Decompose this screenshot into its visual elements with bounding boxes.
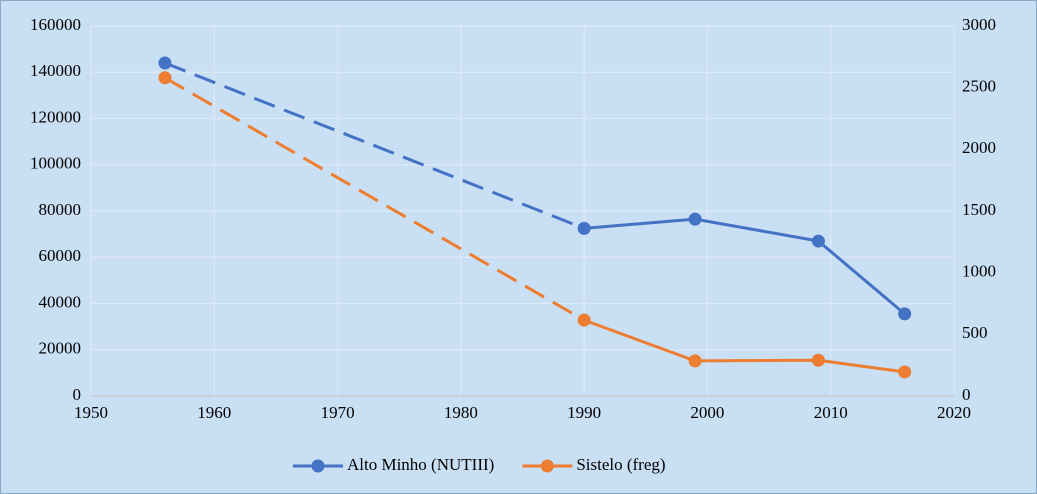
y2-tick-label: 2000	[962, 138, 996, 157]
x-tick-label: 2020	[937, 403, 971, 422]
y-tick-label: 0	[73, 385, 82, 404]
series-line	[164, 76, 585, 322]
data-point	[577, 221, 591, 235]
data-point	[811, 353, 825, 367]
legend-marker	[540, 459, 554, 473]
y-tick-label: 80000	[39, 200, 82, 219]
data-point	[577, 313, 591, 327]
y2-tick-label: 3000	[962, 15, 996, 34]
y2-tick-label: 1500	[962, 200, 996, 219]
data-point	[898, 307, 912, 321]
y-tick-label: 40000	[39, 292, 82, 311]
y-tick-label: 20000	[39, 339, 82, 358]
legend-label: Alto Minho (NUTIII)	[347, 455, 494, 474]
data-point	[811, 234, 825, 248]
y2-tick-label: 2500	[962, 77, 996, 96]
y2-tick-label: 1000	[962, 262, 996, 281]
legend-label: Sistelo (freg)	[576, 455, 665, 474]
y-tick-label: 100000	[30, 154, 81, 173]
y-tick-label: 140000	[30, 61, 81, 80]
series-line	[584, 217, 906, 316]
data-point	[898, 365, 912, 379]
y2-tick-label: 500	[962, 323, 988, 342]
y-tick-label: 120000	[30, 107, 81, 126]
x-tick-label: 1960	[197, 403, 231, 422]
x-tick-label: 2000	[690, 403, 724, 422]
x-tick-label: 2010	[814, 403, 848, 422]
x-tick-label: 1950	[74, 403, 108, 422]
data-point	[688, 212, 702, 226]
data-point	[158, 56, 172, 70]
x-tick-label: 1990	[567, 403, 601, 422]
legend-marker	[311, 459, 325, 473]
y-tick-label: 60000	[39, 246, 82, 265]
x-tick-label: 1980	[444, 403, 478, 422]
data-point	[158, 71, 172, 85]
series-line	[583, 318, 905, 374]
y-tick-label: 160000	[30, 15, 81, 34]
data-point	[688, 354, 702, 368]
x-tick-label: 1970	[321, 403, 355, 422]
series-line	[164, 61, 585, 230]
y2-tick-label: 0	[962, 385, 971, 404]
